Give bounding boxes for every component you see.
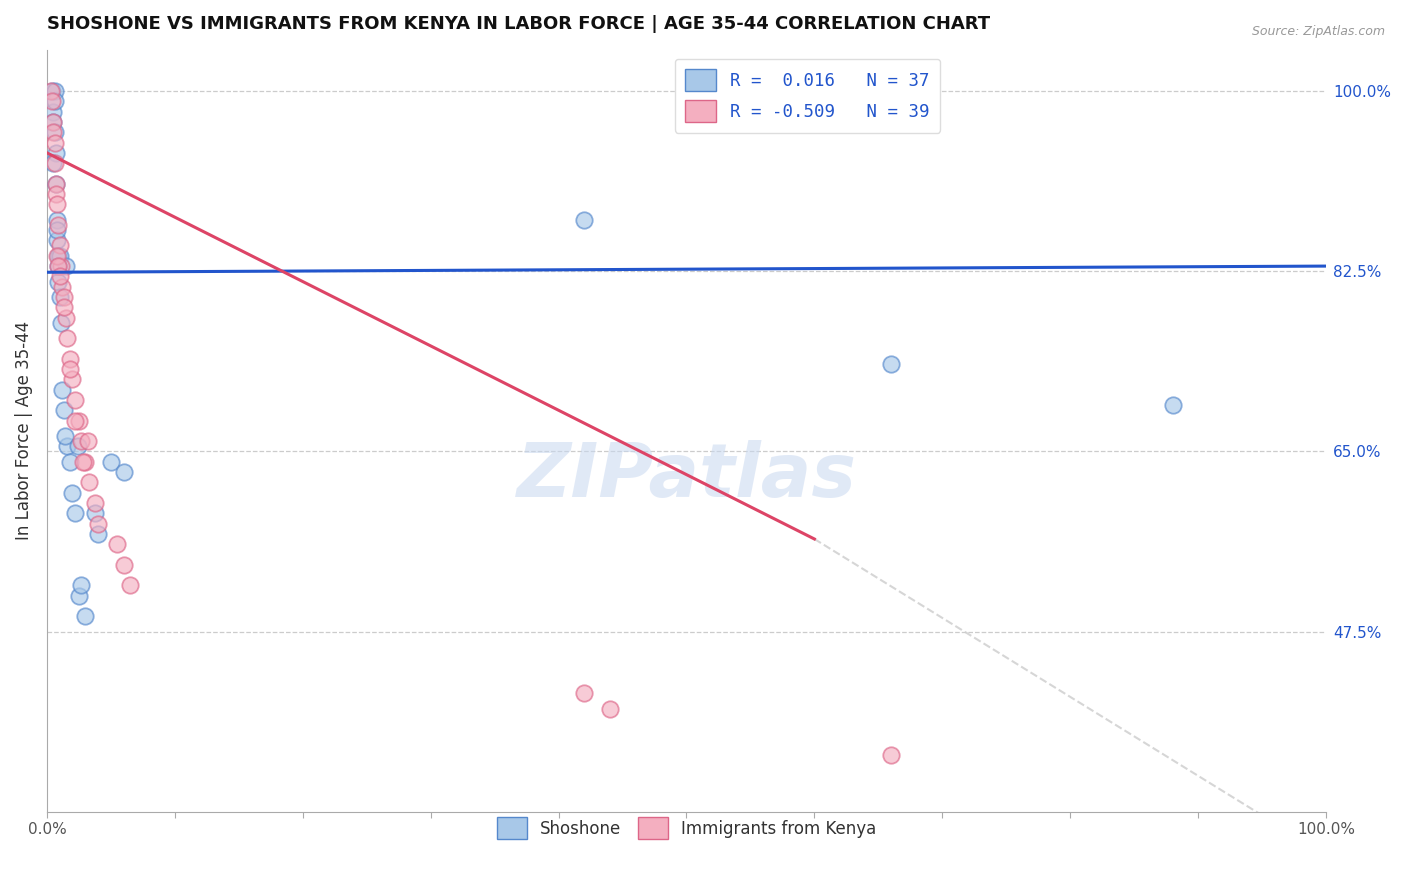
Point <box>55 259 77 273</box>
Point <box>112 558 135 572</box>
Point <box>42 156 65 170</box>
Point <box>45 177 67 191</box>
Point <box>41 95 63 109</box>
Point <box>77 475 100 490</box>
Point <box>44 136 66 150</box>
Point <box>46 212 69 227</box>
Point <box>46 233 69 247</box>
Point <box>48 290 70 304</box>
Point <box>76 434 98 449</box>
Point <box>48 275 70 289</box>
Point <box>100 455 122 469</box>
Point <box>118 578 141 592</box>
Point <box>70 578 93 592</box>
Text: Source: ZipAtlas.com: Source: ZipAtlas.com <box>1251 25 1385 38</box>
Text: SHOSHONE VS IMMIGRANTS FROM KENYA IN LABOR FORCE | AGE 35-44 CORRELATION CHART: SHOSHONE VS IMMIGRANTS FROM KENYA IN LAB… <box>46 15 990 33</box>
Point <box>44 84 66 98</box>
Point <box>62 372 84 386</box>
Point <box>67 589 90 603</box>
Point <box>44 156 66 170</box>
Point <box>84 496 107 510</box>
Point <box>46 197 69 211</box>
Point <box>42 125 65 139</box>
Point <box>55 310 77 325</box>
Point <box>52 290 75 304</box>
Point <box>48 218 70 232</box>
Point <box>48 238 70 252</box>
Point <box>63 392 86 407</box>
Point <box>48 259 70 273</box>
Point <box>87 526 110 541</box>
Point <box>84 506 107 520</box>
Point <box>105 537 128 551</box>
Point <box>880 357 903 371</box>
Point <box>63 413 86 427</box>
Legend: Shoshone, Immigrants from Kenya: Shoshone, Immigrants from Kenya <box>489 811 883 846</box>
Point <box>46 223 69 237</box>
Point <box>87 516 110 531</box>
Point <box>112 465 135 479</box>
Point <box>572 212 595 227</box>
Point <box>39 84 62 98</box>
Point <box>41 84 63 98</box>
Point <box>880 748 903 763</box>
Y-axis label: In Labor Force | Age 35-44: In Labor Force | Age 35-44 <box>15 321 32 541</box>
Point <box>45 177 67 191</box>
Point <box>59 351 82 366</box>
Point <box>52 403 75 417</box>
Point <box>572 686 595 700</box>
Point <box>42 115 65 129</box>
Point <box>66 439 89 453</box>
Point <box>75 609 97 624</box>
Point <box>63 506 86 520</box>
Point <box>51 383 73 397</box>
Point <box>48 249 70 263</box>
Point <box>45 145 67 160</box>
Point <box>44 95 66 109</box>
Point <box>59 455 82 469</box>
Point <box>48 249 70 263</box>
Point <box>59 362 82 376</box>
Point <box>44 125 66 139</box>
Point <box>49 316 72 330</box>
Point <box>51 279 73 293</box>
Point <box>48 269 70 284</box>
Point <box>42 104 65 119</box>
Point <box>599 702 621 716</box>
Point <box>67 413 90 427</box>
Point <box>56 331 79 345</box>
Point <box>48 259 70 273</box>
Point <box>62 485 84 500</box>
Point <box>56 439 79 453</box>
Point <box>1161 398 1184 412</box>
Point <box>49 259 72 273</box>
Point <box>46 249 69 263</box>
Point <box>52 300 75 314</box>
Point <box>70 434 93 449</box>
Point <box>72 455 94 469</box>
Point <box>45 186 67 201</box>
Text: ZIPatlas: ZIPatlas <box>516 440 856 513</box>
Point <box>42 115 65 129</box>
Point <box>75 455 97 469</box>
Point <box>53 429 76 443</box>
